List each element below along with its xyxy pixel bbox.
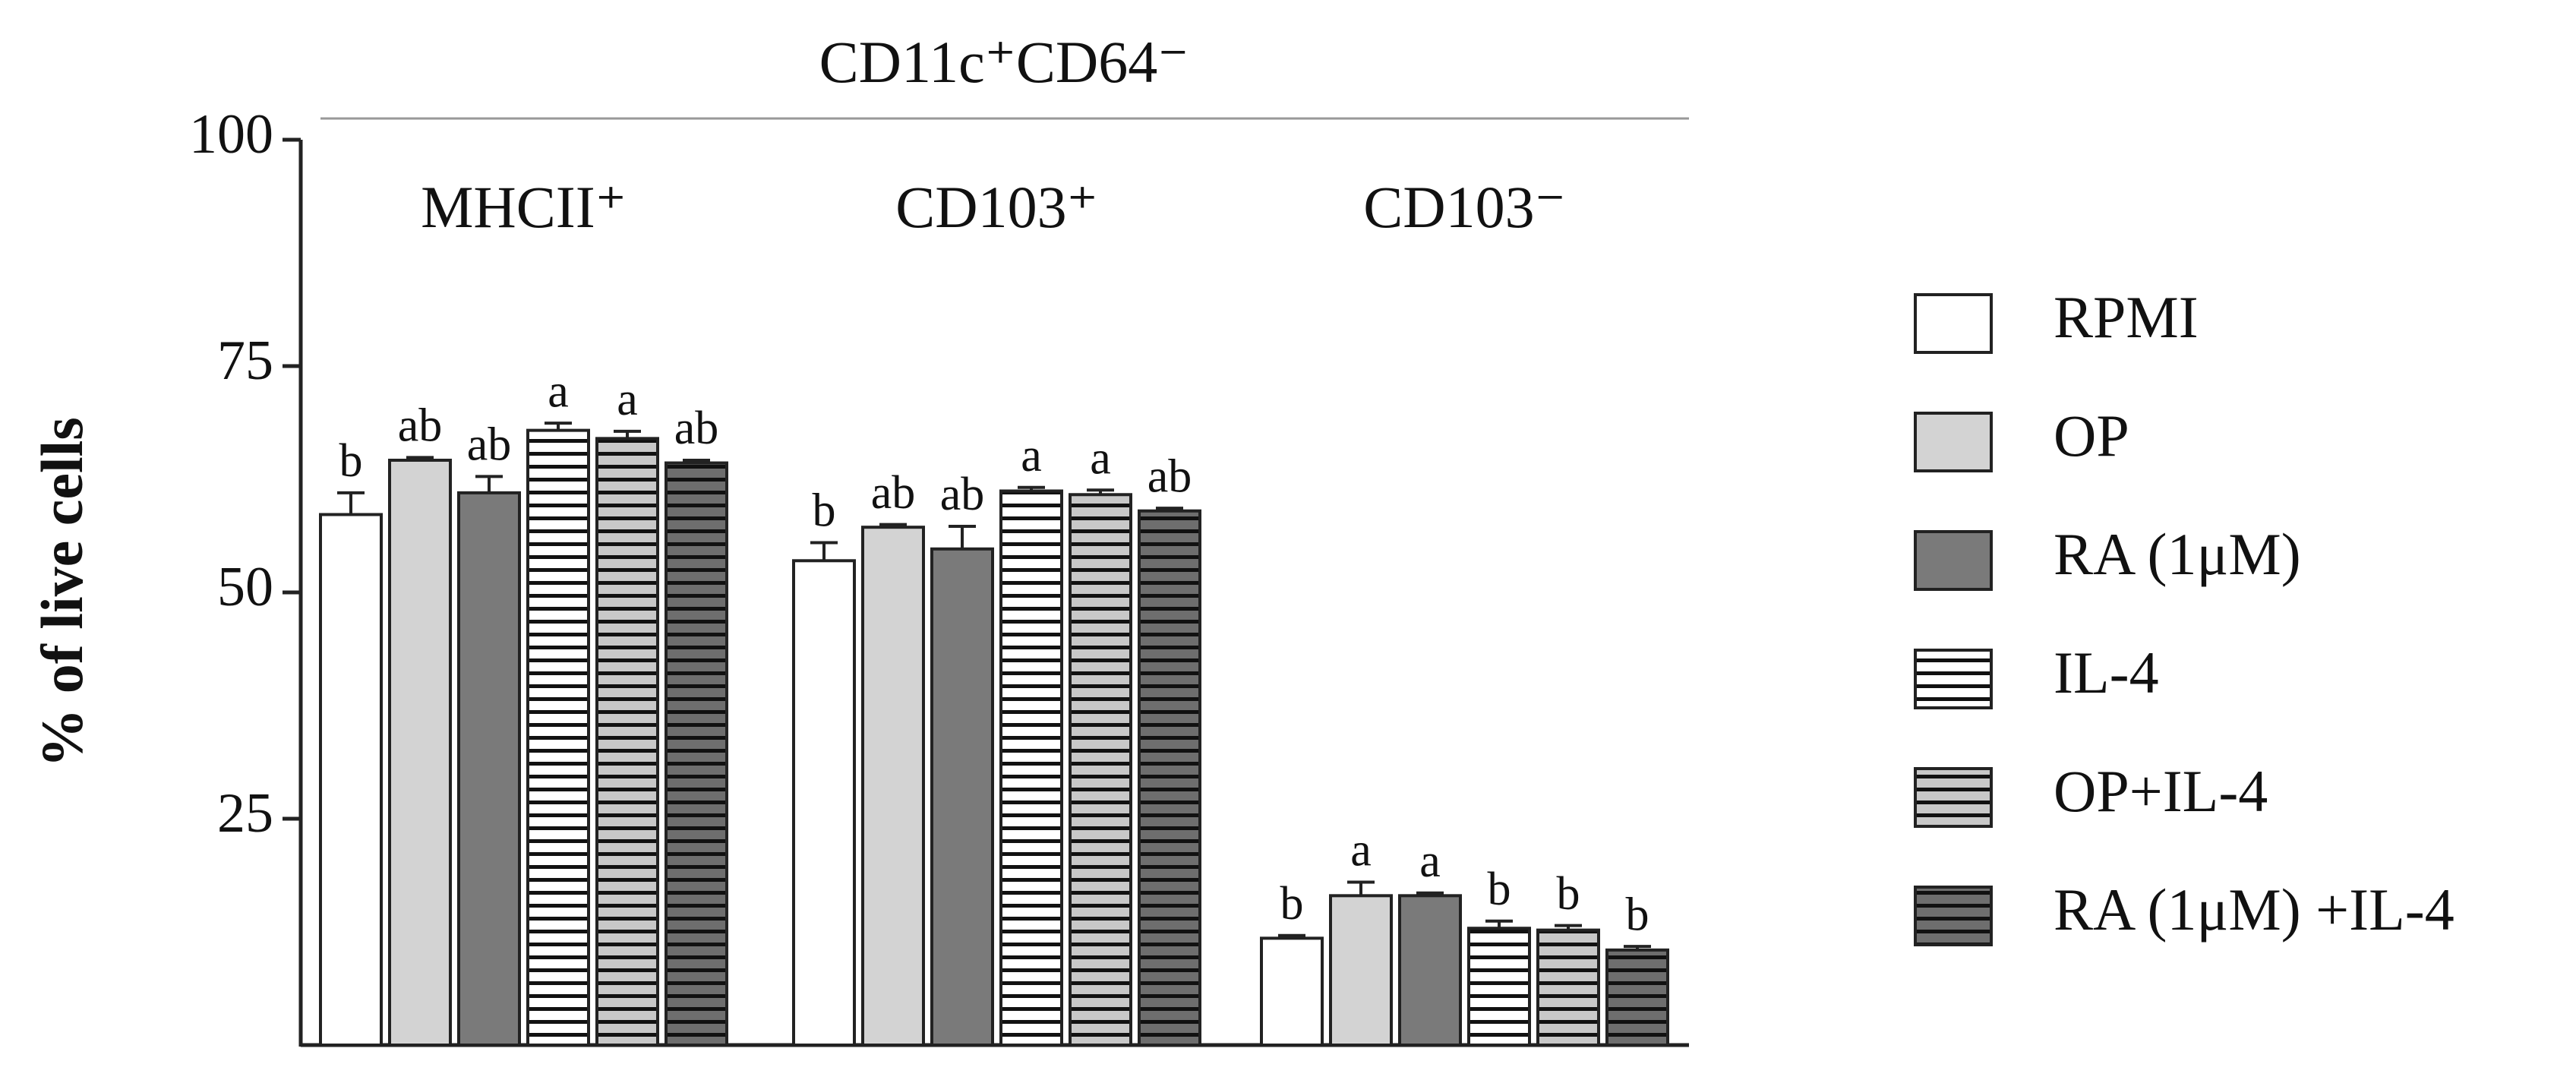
- significance-letter: ab: [398, 400, 443, 452]
- bar: [1069, 493, 1132, 1047]
- significance-letter: b: [813, 485, 836, 537]
- significance-letter: a: [548, 365, 569, 417]
- bar: [861, 526, 925, 1047]
- bar: [1605, 948, 1669, 1047]
- significance-letter: a: [617, 374, 638, 425]
- significance-letter: a: [1090, 433, 1111, 485]
- bar: [388, 458, 452, 1047]
- y-tick-label: 50: [217, 556, 273, 618]
- legend-label: RA (1μM): [2054, 521, 2301, 587]
- legend-swatch: [1914, 886, 1993, 946]
- group-label: CD103⁺: [895, 174, 1098, 240]
- bar: [457, 491, 521, 1047]
- group-label: CD103⁻: [1363, 174, 1566, 240]
- bar: [526, 428, 590, 1047]
- bar: [595, 437, 659, 1047]
- y-axis-label: % of live cells: [29, 417, 95, 767]
- bar: [1329, 894, 1393, 1047]
- significance-letter: ab: [1148, 450, 1192, 502]
- bar: [999, 489, 1063, 1047]
- bar: [1398, 894, 1462, 1047]
- legend-label: RPMI: [2054, 284, 2199, 350]
- significance-letter: b: [339, 435, 363, 487]
- significance-letter: a: [1350, 825, 1372, 876]
- bar: [665, 461, 728, 1047]
- significance-letter: a: [1021, 430, 1042, 482]
- significance-letter: b: [1280, 878, 1304, 930]
- significance-letter: ab: [674, 403, 719, 454]
- legend-label: OP: [2054, 403, 2129, 469]
- legend-swatch: [1914, 293, 1993, 354]
- legend-label: OP+IL-4: [2054, 758, 2268, 824]
- significance-letter: a: [1419, 835, 1441, 887]
- y-tick-label: 75: [217, 330, 273, 392]
- legend-swatch: [1914, 767, 1993, 828]
- significance-letter: ab: [871, 467, 916, 519]
- bar: [1536, 928, 1600, 1047]
- legend-label: RA (1μM) +IL-4: [2054, 876, 2454, 943]
- legend-swatch: [1914, 530, 1993, 591]
- significance-letter: b: [1488, 864, 1511, 915]
- significance-letter: b: [1626, 889, 1649, 940]
- significance-letter: ab: [940, 469, 985, 520]
- y-tick-label: 25: [217, 782, 273, 845]
- bar: [319, 513, 383, 1047]
- bar: [792, 559, 856, 1047]
- bar: [930, 547, 994, 1047]
- y-tick-label: 100: [189, 103, 273, 166]
- legend-swatch: [1914, 412, 1993, 472]
- group-header: CD11c⁺CD64⁻: [819, 29, 1189, 95]
- bar: [1138, 509, 1201, 1047]
- legend-label: IL-4: [2054, 639, 2159, 706]
- bar: [1467, 927, 1531, 1047]
- legend-swatch: [1914, 649, 1993, 709]
- bar: [1260, 936, 1324, 1047]
- significance-letter: ab: [467, 419, 512, 471]
- group-label: MHCII⁺: [421, 174, 627, 240]
- significance-letter: b: [1557, 868, 1580, 920]
